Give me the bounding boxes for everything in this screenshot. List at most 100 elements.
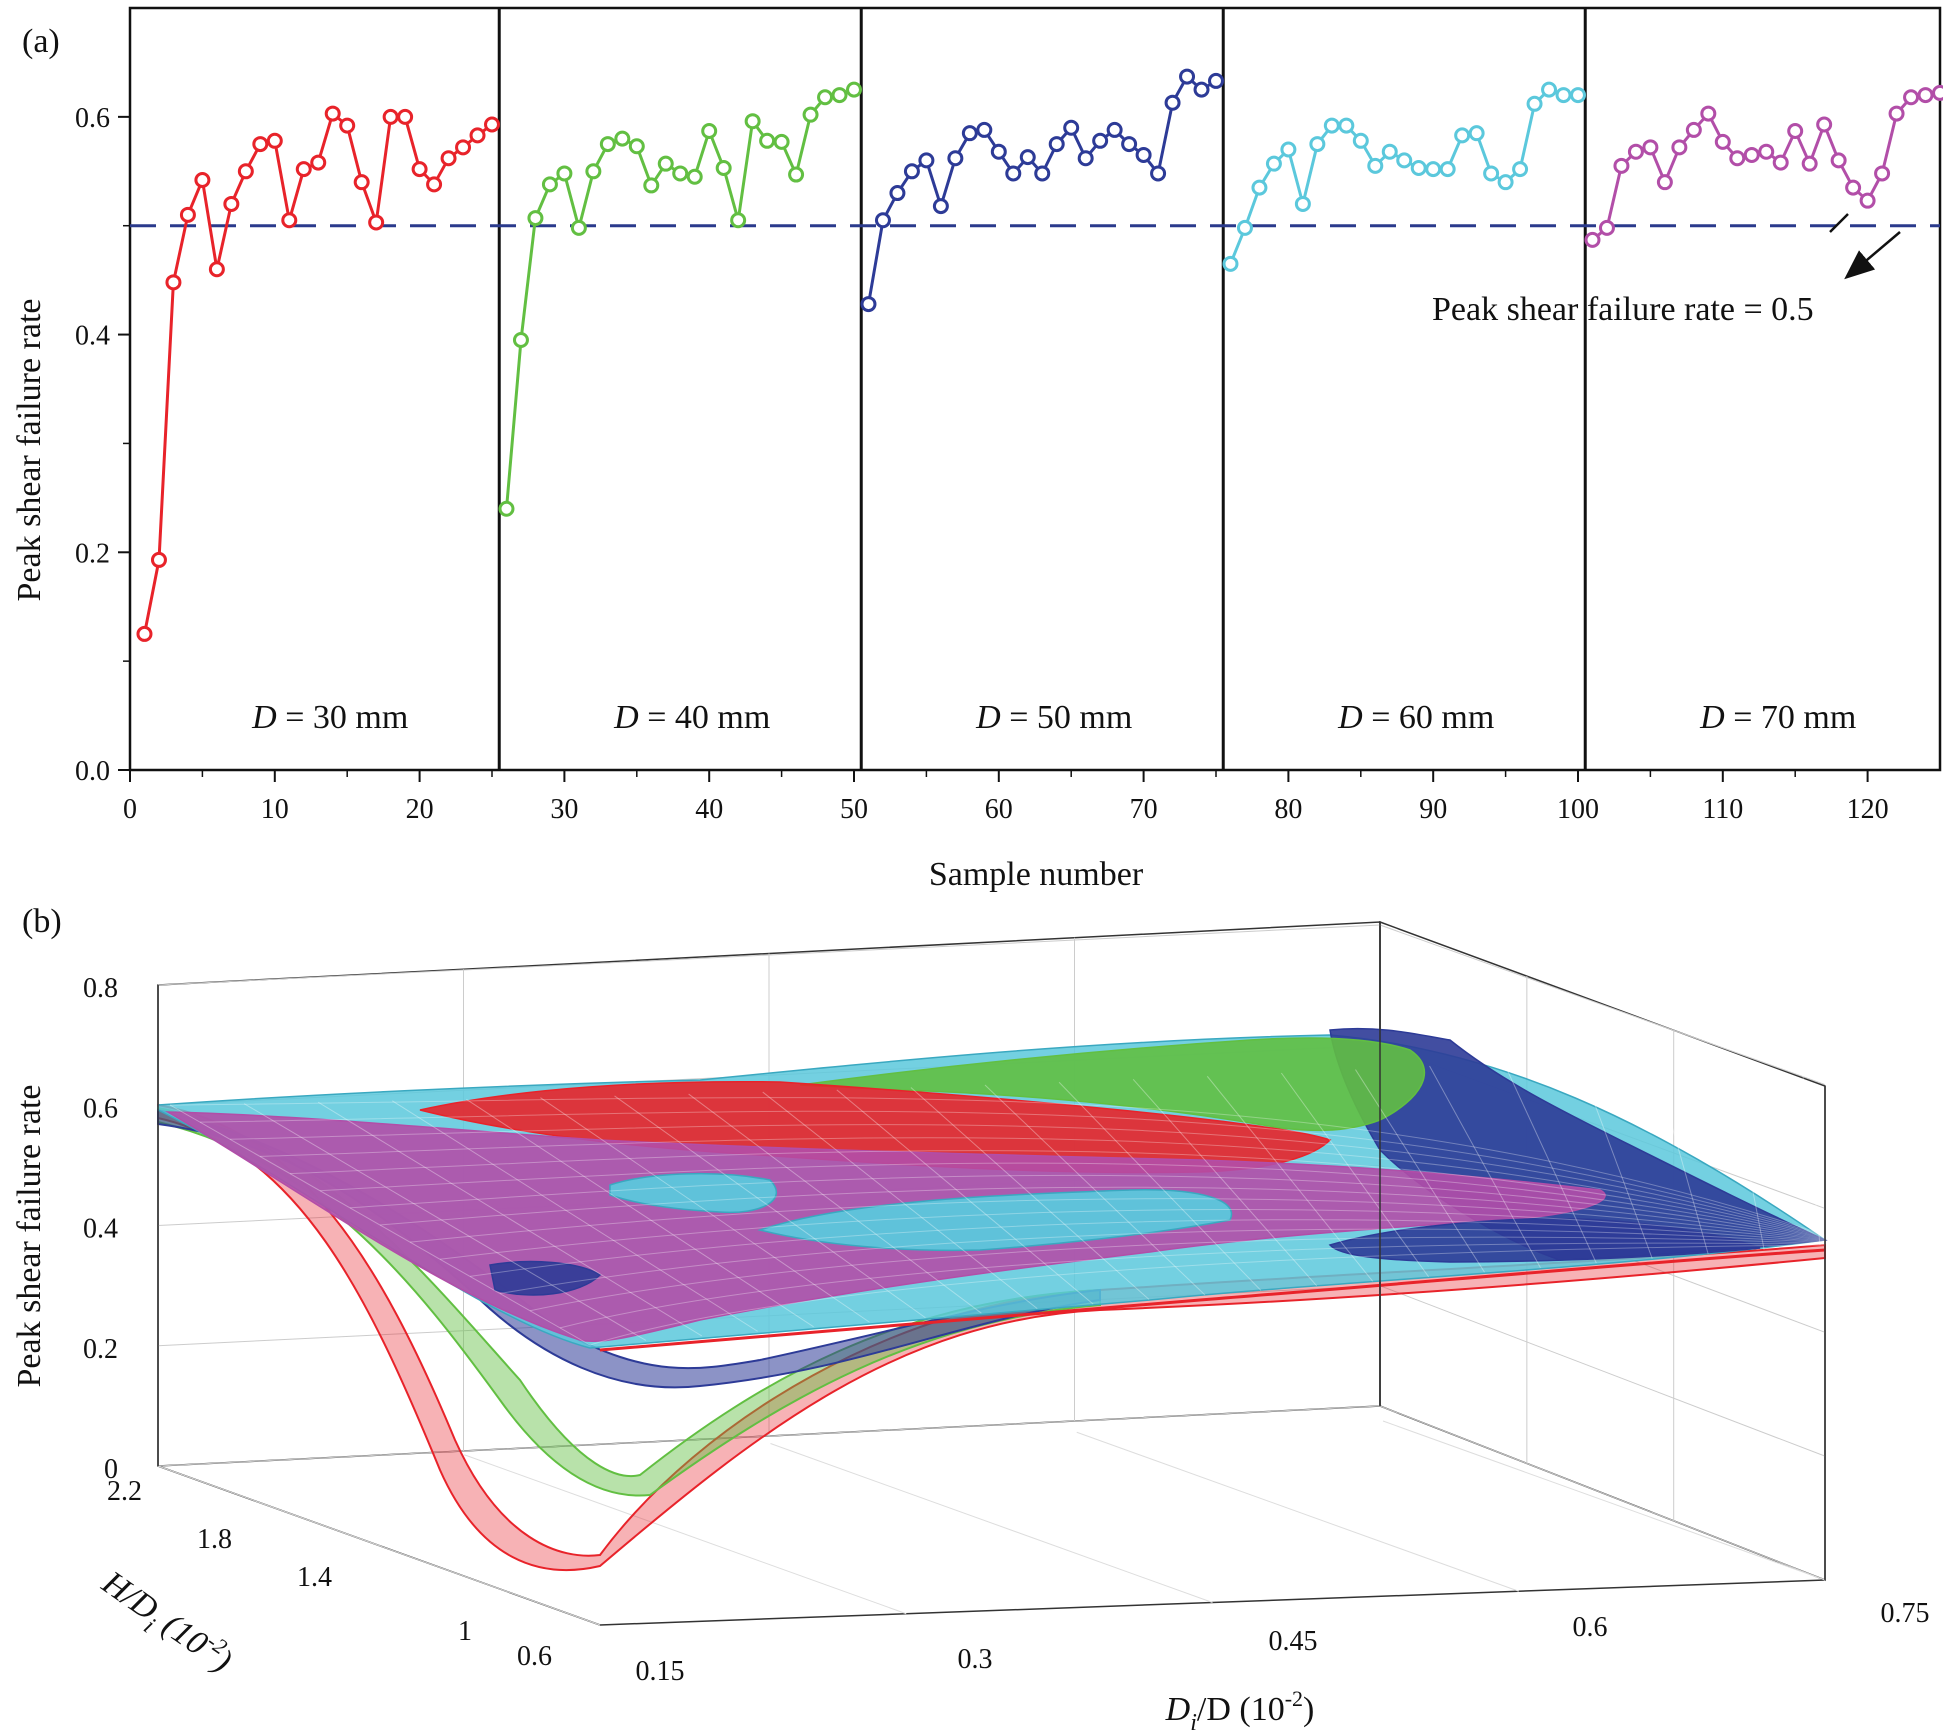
group-label-d30: D = 30 mm [251,699,408,736]
data-point [252,136,269,153]
series-line-d70 [1591,91,1941,242]
panel-a-frame [128,6,1942,772]
data-point [744,113,761,130]
floor-gridline [157,1465,601,1626]
data-point [223,195,240,212]
data-point [1294,195,1311,212]
mesh-line [1725,1050,1765,1250]
data-point [1526,95,1543,112]
data-point [1338,117,1355,134]
x-tick-label-5: 50 [840,794,868,825]
panel-a-x-axis-title: Sample number [929,856,1144,893]
data-point [1236,219,1253,236]
mesh-line [1503,1062,1597,1264]
data-point [614,130,631,147]
panel-a-y-axis-title: Peak shear failure rate [11,299,48,602]
x-tick-label-7: 70 [1130,794,1158,825]
y-tick-label-3: 0.6 [75,103,110,134]
group-label-d70: D = 70 mm [1699,699,1856,736]
data-point [397,108,414,125]
mesh-line [289,1150,1826,1239]
z-gridline [1379,924,1826,1086]
data-point [701,123,718,140]
data-point [527,210,544,227]
data-point [1714,133,1731,150]
z-tick-label-3: 0.6 [83,1093,118,1124]
z-tick-label-2: 0.4 [83,1214,118,1245]
z-gridline [1379,1405,1826,1581]
data-point [136,625,153,642]
mesh-line [1429,1065,1541,1268]
group-label-value: = 30 mm [277,699,409,736]
x-tick-label-9: 90 [1419,794,1447,825]
z-tick-label-4: 0.8 [83,973,118,1004]
data-point [1280,141,1297,158]
mesh-line [559,1242,1826,1329]
group-label-var: D [975,699,1001,736]
x-tick-label-4: 40 [695,794,723,825]
data-point [846,81,862,98]
data-point [1758,143,1775,160]
data-point [1005,165,1022,182]
z-tick-label-0: 0 [104,1454,118,1485]
mesh-line [1058,1081,1262,1291]
data-point [1164,94,1181,111]
data-point [1381,143,1398,160]
group-label-var: D [251,699,277,736]
y3d-tick-label-3: 1 [458,1616,472,1647]
data-point [1410,160,1427,177]
y3d-tick-label-1: 1.8 [197,1524,232,1555]
data-point [266,132,283,149]
panel-b-label: (b) [22,903,62,940]
panel-b-3d-plot: 0 0.2 0.4 0.6 0.8 0.15 0.3 0.45 0.6 0.75 2.2 1.8 1.4… [83,920,1930,1687]
mesh-line [1355,1069,1485,1273]
data-point [1048,136,1065,153]
x3d-tick-label-1: 0.3 [958,1644,993,1675]
data-point [1251,179,1268,196]
group-label-value: = 40 mm [639,699,771,736]
x-tick-label-10: 100 [1557,794,1599,825]
data-point [990,143,1007,160]
data-point [1541,81,1558,98]
x3d-tick-label-4: 0.75 [1881,1598,1930,1629]
data-point [1627,143,1644,160]
data-point [426,176,443,193]
data-point [773,133,790,150]
data-point [455,139,472,156]
data-point [932,198,949,215]
data-point [1367,157,1384,174]
y3d-tick-label-4: 0.6 [517,1641,552,1672]
mesh-line [1577,1058,1653,1259]
data-point [730,212,747,229]
data-point [1179,68,1196,85]
data-point [150,551,167,568]
data-point [1598,219,1615,236]
group-label-var: D [1699,699,1725,736]
mesh-line [317,1101,703,1337]
data-point [1816,116,1833,133]
data-point [411,161,428,178]
floor-gridline [464,1454,907,1615]
panel-b-y-axis-title: H/Di (10-2) [90,1560,241,1687]
mesh-line [540,1097,870,1323]
data-point [295,161,312,178]
mesh-line [379,1186,1826,1241]
y3d-tick-label-2: 1.4 [297,1562,332,1593]
group-label-d40: D = 40 mm [613,699,770,736]
surface-d50-blob [489,1260,602,1296]
data-point [194,171,211,188]
group-label-var: D [1337,699,1363,736]
mesh-line [529,1236,1826,1312]
x-tick-label-6: 60 [985,794,1013,825]
x3d-tick-label-3: 0.6 [1573,1612,1608,1643]
data-point [1859,192,1876,209]
data-point [556,165,573,182]
surface-front-edge [599,1248,1826,1352]
data-point [1570,87,1586,104]
data-point [1729,150,1746,167]
data-point [1193,81,1210,98]
data-point [1888,105,1905,122]
mesh-line [229,1124,1826,1237]
y-tick-label-0: 0.0 [75,756,110,787]
